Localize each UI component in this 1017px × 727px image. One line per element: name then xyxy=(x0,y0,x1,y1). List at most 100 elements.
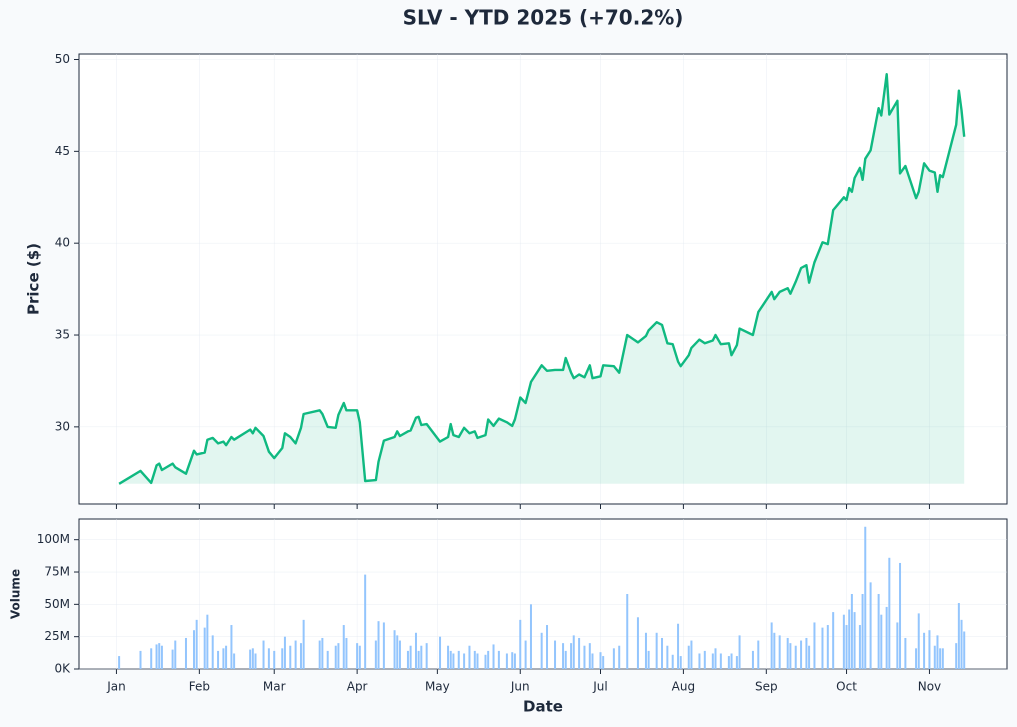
volume-bar xyxy=(730,653,733,669)
volume-bar xyxy=(211,635,214,669)
volume-bar xyxy=(497,650,500,669)
volume-bar xyxy=(858,625,861,669)
volume-bar xyxy=(294,640,297,669)
volume-bar xyxy=(524,640,527,669)
volume-bar xyxy=(933,645,936,669)
volume-bar xyxy=(358,645,361,669)
x-tick-label: Sep xyxy=(755,680,778,694)
volume-bar xyxy=(583,645,586,669)
volume-bar xyxy=(955,643,958,669)
volume-bar xyxy=(217,650,220,669)
volume-bar xyxy=(618,645,621,669)
volume-bar xyxy=(562,643,565,669)
volume-bar xyxy=(174,640,177,669)
volume-bar xyxy=(861,594,864,669)
volume-bar xyxy=(960,619,963,669)
volume-bar xyxy=(281,648,284,669)
volume-bar xyxy=(800,640,803,669)
volume-bar xyxy=(321,637,324,669)
y-tick-label: 25M xyxy=(44,629,70,643)
volume-bar xyxy=(842,614,845,669)
volume-bar xyxy=(267,648,270,669)
volume-bar xyxy=(738,635,741,669)
volume-bar xyxy=(845,625,848,669)
x-tick-label: Aug xyxy=(672,680,695,694)
volume-bar xyxy=(687,645,690,669)
volume-bar xyxy=(452,653,455,669)
x-tick-label: Nov xyxy=(918,680,941,694)
volume-bar xyxy=(326,650,329,669)
volume-bar xyxy=(529,604,532,669)
volume-bar xyxy=(666,645,669,669)
x-tick-label: Apr xyxy=(347,680,368,694)
volume-bar xyxy=(770,622,773,669)
price-panel xyxy=(78,53,1008,505)
volume-bar xyxy=(449,650,452,669)
volume-bar xyxy=(393,630,396,669)
x-tick-label: Oct xyxy=(836,680,857,694)
y-tick-label: 0K xyxy=(54,662,71,676)
volume-bar xyxy=(463,653,466,669)
volume-bar xyxy=(661,637,664,669)
volume-bar xyxy=(206,614,209,669)
price-line xyxy=(118,73,966,485)
volume-bar xyxy=(158,643,161,669)
volume-bar xyxy=(864,526,867,669)
x-tick-label: May xyxy=(425,680,450,694)
volume-bar xyxy=(885,606,888,669)
volume-bar xyxy=(869,582,872,669)
volume-bar xyxy=(519,619,522,669)
y-tick-label: 50M xyxy=(44,597,70,611)
volume-bar xyxy=(941,648,944,669)
volume-bar xyxy=(118,656,121,669)
y-tick-label: 35 xyxy=(55,328,70,342)
volume-bar xyxy=(230,625,233,669)
volume-bar xyxy=(917,613,920,669)
x-tick-label: Jul xyxy=(592,680,607,694)
volume-bar xyxy=(698,653,701,669)
volume-bar xyxy=(484,654,487,669)
volume-bar xyxy=(778,635,781,669)
volume-bar xyxy=(409,645,412,669)
y-tick-label: 50 xyxy=(55,52,70,66)
volume-bar xyxy=(570,643,573,669)
volume-bar xyxy=(249,649,252,669)
volume-bar xyxy=(939,648,942,669)
volume-bar xyxy=(794,645,797,669)
volume-bar xyxy=(588,643,591,669)
volume-bar xyxy=(647,650,650,669)
x-tick-label: Jun xyxy=(510,680,530,694)
volume-bar xyxy=(813,622,816,669)
volume-bar xyxy=(364,574,367,669)
volume-bar xyxy=(690,640,693,669)
volume-bar xyxy=(751,650,754,669)
volume-bar xyxy=(414,632,417,669)
volume-bar xyxy=(602,656,605,669)
volume-bar xyxy=(160,645,163,669)
volume-bar xyxy=(222,648,225,669)
volume-bar xyxy=(299,643,302,669)
volume-bar xyxy=(773,632,776,669)
volume-bar xyxy=(636,617,639,669)
volume-bar xyxy=(374,640,377,669)
volume-bar xyxy=(880,614,883,669)
chart-title: SLV - YTD 2025 (+70.2%) xyxy=(403,6,684,30)
volume-bar xyxy=(439,636,442,669)
volume-bar xyxy=(283,636,286,669)
x-tick-label: Jan xyxy=(106,680,126,694)
volume-bar xyxy=(473,650,476,669)
volume-bar xyxy=(356,643,359,669)
volume-bar xyxy=(923,632,926,669)
volume-bar xyxy=(417,650,420,669)
volume-bar xyxy=(396,635,399,669)
volume-bar xyxy=(888,557,891,669)
volume-bar xyxy=(511,652,514,669)
x-tick-label: Feb xyxy=(189,680,210,694)
y-axis-label: Price ($) xyxy=(25,243,43,315)
volume-bar xyxy=(626,594,629,669)
volume-bar xyxy=(786,637,789,669)
volume-bar xyxy=(262,640,265,669)
volume-bar xyxy=(936,635,939,669)
volume-bar xyxy=(546,625,549,669)
